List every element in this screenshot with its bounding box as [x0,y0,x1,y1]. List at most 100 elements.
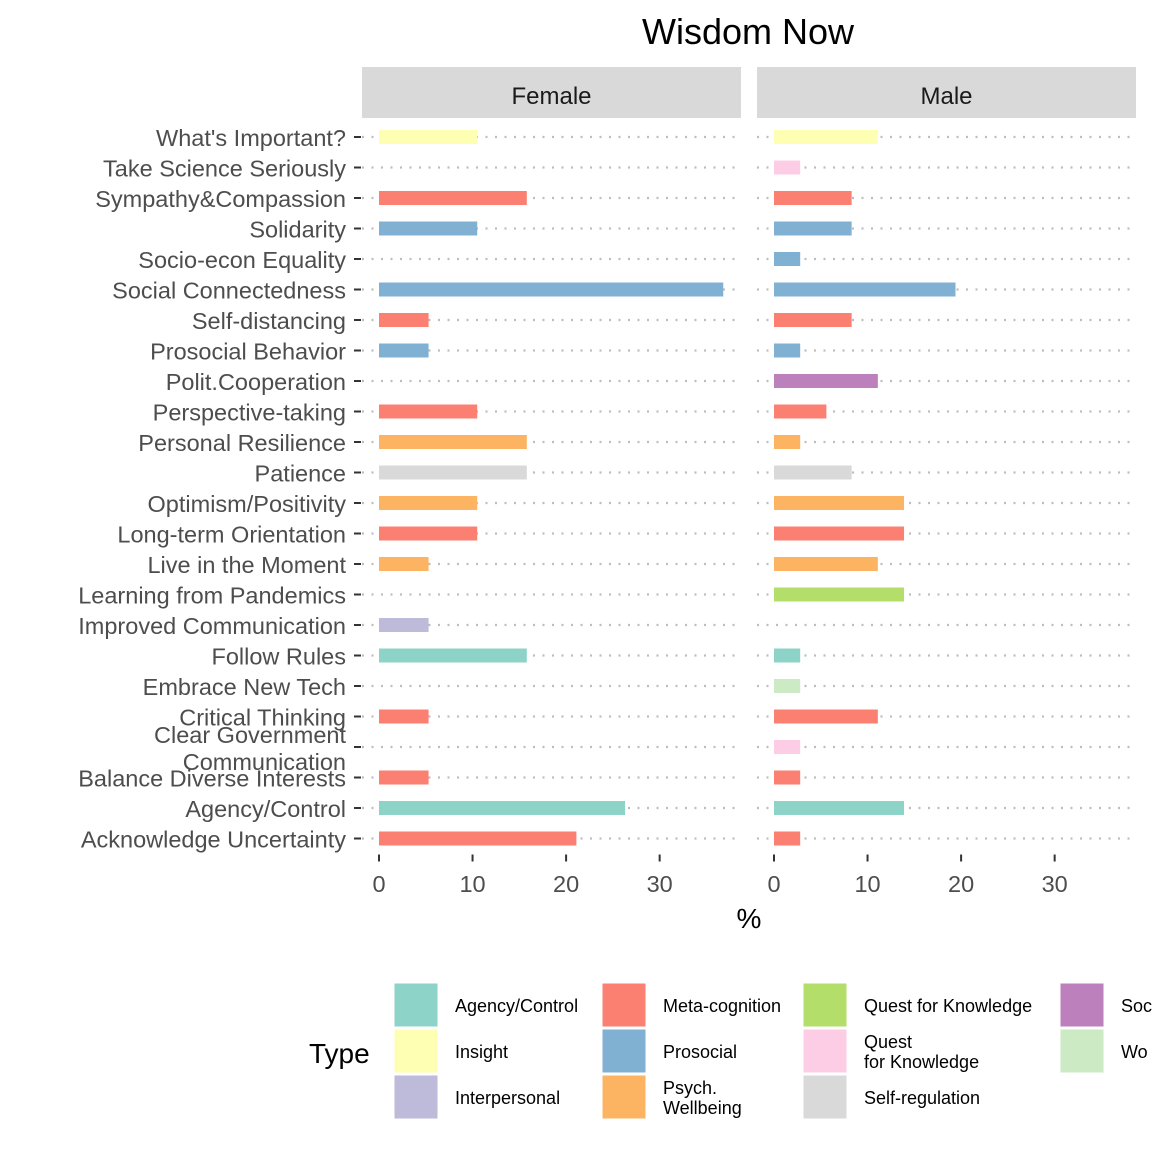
bar-female [379,770,429,785]
legend-item: Agency/Control [393,982,578,1028]
bar-male [774,679,801,693]
category-label: Balance Diverse Interests [78,766,346,792]
bar-male [774,801,905,815]
category-label: Personal Resilience [138,430,346,456]
legend-label: Prosocial [663,1042,737,1062]
x-tick-label: 10 [854,871,880,897]
legend-label: Quest for Knowledge [864,1032,979,1072]
category-label: Prosocial Behavior [150,339,346,365]
legend-key [1059,982,1105,1028]
bar-female [379,496,478,510]
x-tick-label: 30 [647,871,673,897]
bar-female [379,221,478,236]
legend-label: Wo [1121,1042,1148,1062]
legend-key [393,1028,439,1074]
category-label: Take Science Seriously [103,156,346,182]
facet-strips: Female Male [362,67,1136,118]
facet-label-male: Male [920,83,972,110]
bar-male [774,374,878,388]
bar-female [379,282,724,297]
x-tick-label: 30 [1042,871,1068,897]
legend-item: Psych. Wellbeing [601,1074,742,1120]
bar-male [774,465,852,480]
x-axes: 0 10 20 30 0 10 20 30 [372,854,1068,897]
category-label: Socio-econ Equality [138,247,346,273]
bar-female [379,557,429,571]
bar-female [379,313,429,327]
bar-male [774,313,852,327]
legend-key [802,1028,848,1074]
category-label: Embrace New Tech [143,674,346,700]
bar-female [379,526,478,541]
grid-lines [362,135,1136,840]
bar-female [379,130,478,144]
bar-male [774,770,801,785]
category-label: Perspective-taking [153,400,346,426]
facet-label-female: Female [511,83,591,110]
bars [379,130,956,846]
category-label: Improved Communication [78,613,346,639]
legend-label: Agency/Control [455,996,578,1016]
category-label: Optimism/Positivity [148,491,347,517]
bar-female [379,465,527,480]
bar-male [774,191,852,205]
bar-female [379,648,527,663]
category-label: Patience [255,461,346,487]
legend-item: Quest for Knowledge [802,982,1032,1028]
bar-male [774,740,801,754]
x-tick-label: 10 [459,871,485,897]
chart-title: Wisdom Now [642,11,855,52]
legend-label: Meta-cognition [663,996,781,1016]
category-label: What's Important? [156,125,346,151]
legend-item: Self-regulation [802,1074,980,1120]
legend-item: Prosocial [601,1028,737,1074]
category-label: Learning from Pandemics [78,583,346,609]
x-tick-label: 0 [372,871,385,897]
legend-label: Insight [455,1042,508,1062]
bar-female [379,831,577,846]
category-label: Follow Rules [211,644,346,670]
category-label: Agency/Control [185,796,346,822]
legend: Type Agency/Control Insight Interpersonal Me… [309,982,1152,1120]
legend-item: Meta-cognition [601,982,781,1028]
bar-male [774,831,801,846]
category-label: Live in the Moment [147,552,346,578]
legend-label: Interpersonal [455,1088,560,1108]
x-tick-label: 20 [948,871,974,897]
bar-male [774,160,801,175]
legend-title: Type [309,1038,370,1069]
bar-male [774,435,801,449]
bar-female [379,801,626,815]
legend-key [393,1074,439,1120]
legend-key [393,982,439,1028]
legend-item: Wo [1059,1028,1148,1074]
legend-key [601,1074,647,1120]
facet-strip-male [757,67,1136,118]
bar-male [774,130,878,144]
category-label: Clear Government Communication [154,722,346,775]
category-label: Sympathy&Compassion [95,186,346,212]
legend-label: Self-regulation [864,1088,980,1108]
legend-item: Quest for Knowledge [802,1028,979,1074]
legend-key [601,1028,647,1074]
bar-male [774,648,801,663]
legend-item: Soc [1059,982,1152,1028]
x-axis-title: % [737,903,762,934]
bar-male [774,404,827,419]
legend-key [802,1074,848,1120]
category-label: Long-term Orientation [117,522,346,548]
category-label: Self-distancing [192,308,346,334]
bar-female [379,709,429,724]
bar-female [379,404,478,419]
bar-female [379,343,429,358]
bar-male [774,221,852,236]
bar-male [774,526,905,541]
bar-female [379,618,429,632]
x-tick-label: 20 [553,871,579,897]
category-label: Critical Thinking [179,705,346,731]
bar-male [774,252,801,266]
bar-male [774,709,878,724]
legend-item: Insight [393,1028,508,1074]
legend-item: Interpersonal [393,1074,560,1120]
